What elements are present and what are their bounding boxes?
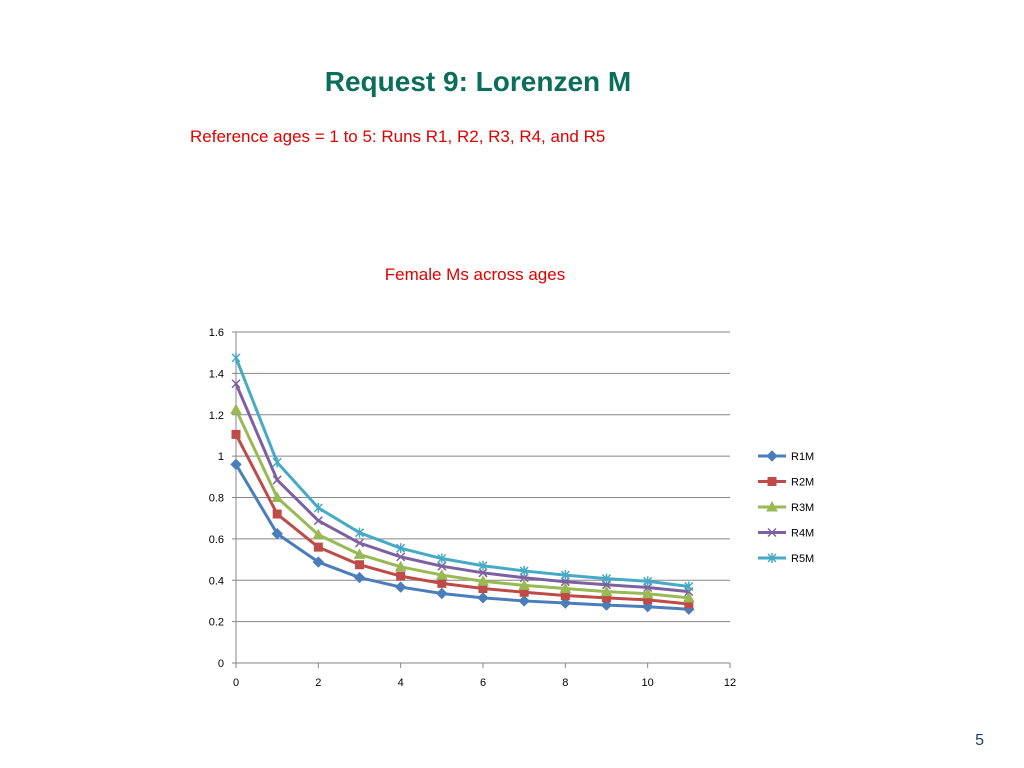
data-point (312, 528, 325, 540)
legend-item-r1m: R1M (758, 450, 814, 463)
data-point (682, 591, 695, 603)
data-point (560, 577, 570, 587)
y-tick-label: 0.8 (209, 493, 224, 505)
series-r1m (230, 458, 695, 615)
data-point (231, 429, 241, 439)
data-point (230, 458, 242, 471)
legend-label: R5M (791, 553, 814, 565)
legend-marker (767, 553, 777, 563)
data-point (353, 571, 366, 584)
data-point (435, 569, 448, 580)
legend-label: R3M (791, 502, 814, 514)
series-line (234, 433, 689, 606)
data-point (354, 527, 365, 538)
y-tick-label: 0.2 (209, 617, 224, 629)
x-tick-label: 4 (398, 677, 404, 689)
slide-title: Request 9: Lorenzen M (324, 66, 632, 97)
legend-label: R4M (791, 528, 814, 540)
legend-item-r4m: R4M (758, 528, 814, 540)
page-number: 5 (975, 732, 984, 749)
legend-item-r5m: R5M (758, 553, 814, 565)
data-point (230, 403, 242, 415)
data-point (231, 352, 241, 363)
data-point (600, 585, 613, 597)
data-point (478, 568, 488, 578)
data-point (271, 491, 284, 502)
y-tick-label: 0.4 (209, 575, 224, 587)
data-point (600, 599, 613, 611)
legend-item-r2m: R2M (758, 477, 814, 489)
legend-marker (767, 527, 777, 538)
data-point (559, 597, 572, 609)
data-point (396, 552, 406, 562)
data-point (313, 516, 323, 526)
data-point (394, 560, 407, 572)
data-point (313, 542, 323, 552)
data-point (313, 502, 323, 513)
legend-item-r3m: R3M (758, 500, 814, 514)
data-point (272, 475, 282, 485)
series-r5m (231, 352, 694, 592)
y-tick-label: 1.6 (209, 327, 224, 339)
data-point (396, 571, 406, 581)
series-group (230, 352, 695, 615)
data-point (519, 573, 529, 583)
legend-marker (766, 500, 778, 512)
data-point (559, 582, 572, 594)
data-point (560, 570, 570, 581)
chart-title: Female Ms across ages (385, 265, 565, 284)
slide-subtitle: Reference ages = 1 to 5: Runs R1, R2, R3… (190, 127, 606, 146)
data-point (355, 560, 364, 570)
legend: R1M R2M R3M R4M R5M (758, 450, 814, 565)
legend-marker (766, 450, 778, 462)
data-point (477, 575, 489, 586)
x-tick-label: 8 (562, 677, 568, 689)
series-r2m (231, 429, 694, 609)
data-point (354, 538, 365, 548)
series-r3m (230, 403, 695, 603)
data-point (641, 587, 654, 599)
x-tick-label: 6 (480, 677, 486, 689)
data-point (437, 578, 447, 588)
data-point (519, 565, 529, 576)
data-point (231, 379, 241, 389)
data-point (394, 581, 407, 593)
data-point (436, 587, 448, 600)
data-point (396, 543, 406, 554)
data-point (312, 556, 325, 568)
data-point (272, 509, 282, 519)
data-point (437, 553, 447, 564)
data-point (272, 457, 282, 468)
y-tick-label: 1.4 (209, 368, 224, 380)
series-line (234, 463, 689, 611)
y-tick-label: 0 (218, 658, 224, 670)
series-line (234, 357, 690, 588)
data-point (271, 527, 283, 540)
legend-label: R2M (791, 477, 814, 489)
legend-label: R1M (791, 451, 814, 463)
y-tick-label: 1 (218, 451, 224, 463)
data-point (437, 561, 447, 571)
x-tick-label: 12 (724, 677, 736, 689)
data-point (353, 548, 366, 559)
data-point (643, 576, 653, 587)
y-tick-label: 0.6 (209, 534, 224, 546)
x-tick-label: 0 (233, 677, 239, 689)
data-point (477, 592, 489, 604)
axes: 0 0.2 0.4 0.6 0.8 1 1.2 1.4 1.6 0 2 4 6 8 10 12 (209, 327, 736, 689)
x-tick-label: 10 (642, 677, 654, 689)
data-point (518, 579, 531, 590)
series-line (234, 408, 689, 600)
data-point (601, 573, 612, 584)
x-tick-label: 2 (315, 677, 321, 689)
series-line (234, 383, 689, 594)
data-point (478, 560, 488, 571)
data-point (518, 595, 530, 607)
legend-marker (767, 477, 777, 486)
data-point (684, 581, 694, 592)
y-tick-label: 1.2 (209, 410, 224, 422)
